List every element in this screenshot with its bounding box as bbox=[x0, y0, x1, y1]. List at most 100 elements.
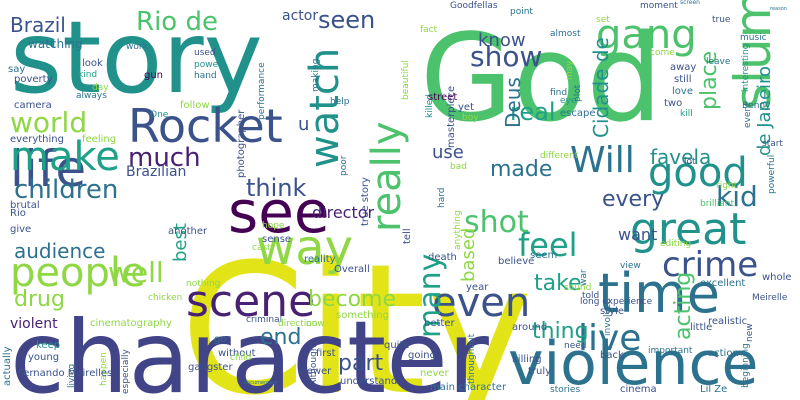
cloud-word-excellent: excellent bbox=[700, 278, 745, 289]
cloud-word-violent: violent bbox=[10, 316, 58, 332]
cloud-word-gangster: gangster bbox=[188, 362, 233, 373]
cloud-word-anything: anything bbox=[453, 210, 463, 250]
cloud-word-gun: gun bbox=[144, 70, 163, 81]
cloud-word-live: live bbox=[578, 318, 641, 359]
cloud-word-performance: performance bbox=[257, 62, 267, 120]
cloud-word-tell: tell bbox=[402, 228, 413, 244]
cloud-word-screen: screen bbox=[680, 0, 700, 6]
cloud-word-way: way bbox=[256, 220, 353, 276]
cloud-word-need: need bbox=[564, 341, 587, 351]
cloud-word-actually: actually bbox=[2, 346, 13, 386]
cloud-word-true: true bbox=[712, 15, 731, 25]
cloud-word-shot: shot bbox=[464, 205, 529, 240]
cloud-word-stories: stories bbox=[550, 385, 580, 395]
cloud-word-lot: lot bbox=[684, 157, 696, 167]
cloud-word-place: place bbox=[697, 51, 722, 110]
cloud-word-hand: hand bbox=[194, 71, 217, 81]
cloud-word-god: God bbox=[420, 10, 663, 149]
cloud-word-leave: leave bbox=[706, 57, 731, 67]
cloud-word-hard: hard bbox=[437, 188, 447, 208]
cloud-word-different: different bbox=[540, 151, 579, 161]
cloud-word-may: may bbox=[565, 60, 575, 80]
cloud-word-event: event bbox=[743, 102, 753, 128]
cloud-word-drug: drug bbox=[14, 287, 65, 312]
cloud-word-around: around bbox=[512, 322, 547, 333]
cloud-word-viewer: viewer bbox=[298, 366, 332, 377]
cloud-word-used: used bbox=[194, 48, 216, 58]
cloud-word-seen: seen bbox=[318, 6, 375, 34]
cloud-word-part: part bbox=[338, 351, 383, 376]
cloud-word-understand: understand bbox=[340, 376, 397, 387]
cloud-word-year: year bbox=[466, 282, 489, 293]
cloud-word-everything: everything bbox=[10, 134, 64, 145]
cloud-word-long-experience: long experience bbox=[580, 297, 653, 307]
cloud-word-throughout: throughout bbox=[467, 333, 477, 384]
cloud-word-without: without bbox=[218, 348, 256, 359]
cloud-word-know: know bbox=[478, 30, 526, 51]
cloud-word-true-story: true story bbox=[360, 177, 371, 226]
cloud-word-help: help bbox=[330, 97, 350, 107]
cloud-word-make: make bbox=[10, 134, 120, 180]
cloud-word-hope: hope bbox=[262, 221, 285, 231]
cloud-word-music: music bbox=[740, 33, 767, 43]
cloud-word-cidade-de: Cidade de bbox=[589, 37, 613, 138]
cloud-word-involved: involved bbox=[603, 298, 613, 336]
cloud-word-almost: almost bbox=[550, 29, 581, 39]
cloud-word-child: child bbox=[230, 353, 251, 363]
cloud-word-based: based bbox=[458, 228, 479, 282]
cloud-word-look: look bbox=[82, 58, 103, 69]
cloud-word-documentary: documentary bbox=[244, 380, 277, 386]
cloud-word-cinema: cinema bbox=[620, 384, 657, 395]
cloud-word-boy: boy bbox=[462, 113, 479, 123]
cloud-word-start: start bbox=[762, 139, 783, 149]
cloud-word-best: best bbox=[170, 223, 191, 262]
cloud-word-kind: kind bbox=[78, 70, 97, 80]
cloud-word-director: director bbox=[312, 203, 375, 222]
cloud-word-say: say bbox=[8, 64, 25, 75]
cloud-word-street: street bbox=[428, 92, 457, 103]
cloud-word-truly: truly bbox=[528, 366, 551, 377]
cloud-word-war: war bbox=[579, 269, 589, 286]
cloud-word-young: young bbox=[28, 352, 59, 363]
cloud-word-acting: acting bbox=[671, 272, 696, 340]
cloud-word-always: always bbox=[76, 91, 107, 101]
cloud-word-right: right bbox=[716, 181, 738, 191]
cloud-word-fernando-meirelles: Fernando Meirelles bbox=[18, 368, 112, 379]
cloud-word-scene: scene bbox=[186, 276, 315, 327]
cloud-word-benny: Benny bbox=[742, 101, 771, 111]
cloud-word-first: first bbox=[316, 348, 336, 359]
cloud-word-plot: plot bbox=[573, 84, 583, 102]
cloud-word-brazilian: Brazilian bbox=[126, 164, 186, 180]
cloud-word-come: come bbox=[650, 48, 675, 58]
cloud-word-sense: sense bbox=[262, 234, 291, 245]
cloud-word-happen: happen bbox=[99, 352, 109, 386]
cloud-word-use: use bbox=[432, 142, 464, 163]
cloud-word-beautiful: beautiful bbox=[401, 60, 411, 100]
cloud-word-never: never bbox=[420, 368, 450, 379]
cloud-word-brazil: Brazil bbox=[10, 13, 66, 37]
cloud-word-sound: sound bbox=[564, 283, 591, 293]
cloud-word-powerful: powerful bbox=[767, 155, 777, 194]
cloud-word-escape: escape bbox=[560, 108, 596, 119]
cloud-word-seem: seem bbox=[530, 250, 557, 261]
cloud-word-work: work bbox=[126, 42, 149, 52]
cloud-word-great: great bbox=[630, 204, 746, 255]
cloud-word-killed: killed bbox=[425, 94, 435, 118]
cloud-word-overall: Overall bbox=[334, 264, 370, 275]
cloud-word-reality: reality bbox=[304, 254, 336, 265]
cloud-word-want: want bbox=[618, 225, 657, 244]
cloud-word-interesting: interesting bbox=[741, 44, 751, 92]
cloud-word-one: One bbox=[150, 110, 169, 120]
cloud-word-rio-de: Rio de bbox=[136, 7, 218, 37]
cloud-word-now: now bbox=[306, 319, 325, 329]
cloud-word-away: away bbox=[670, 62, 696, 73]
cloud-word-chicken: chicken bbox=[148, 293, 182, 303]
cloud-word-little: little bbox=[690, 322, 712, 333]
cloud-word-although: Although bbox=[309, 345, 319, 386]
cloud-word-world: world bbox=[10, 106, 87, 139]
cloud-word-criminal: criminal bbox=[246, 315, 282, 325]
cloud-word-especially: especially bbox=[121, 349, 131, 394]
cloud-word-character: character bbox=[10, 299, 490, 400]
cloud-word-actor: actor bbox=[282, 8, 318, 24]
